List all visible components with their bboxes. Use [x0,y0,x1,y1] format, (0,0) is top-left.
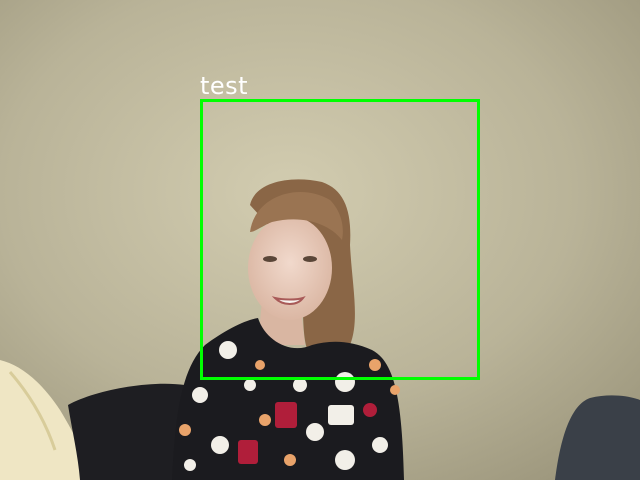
pajama-pattern [179,341,400,471]
dark-chair [68,383,185,480]
chair-back-right [555,395,640,480]
detection-box [200,99,480,380]
face [248,216,332,320]
detection-label: test [200,72,249,100]
